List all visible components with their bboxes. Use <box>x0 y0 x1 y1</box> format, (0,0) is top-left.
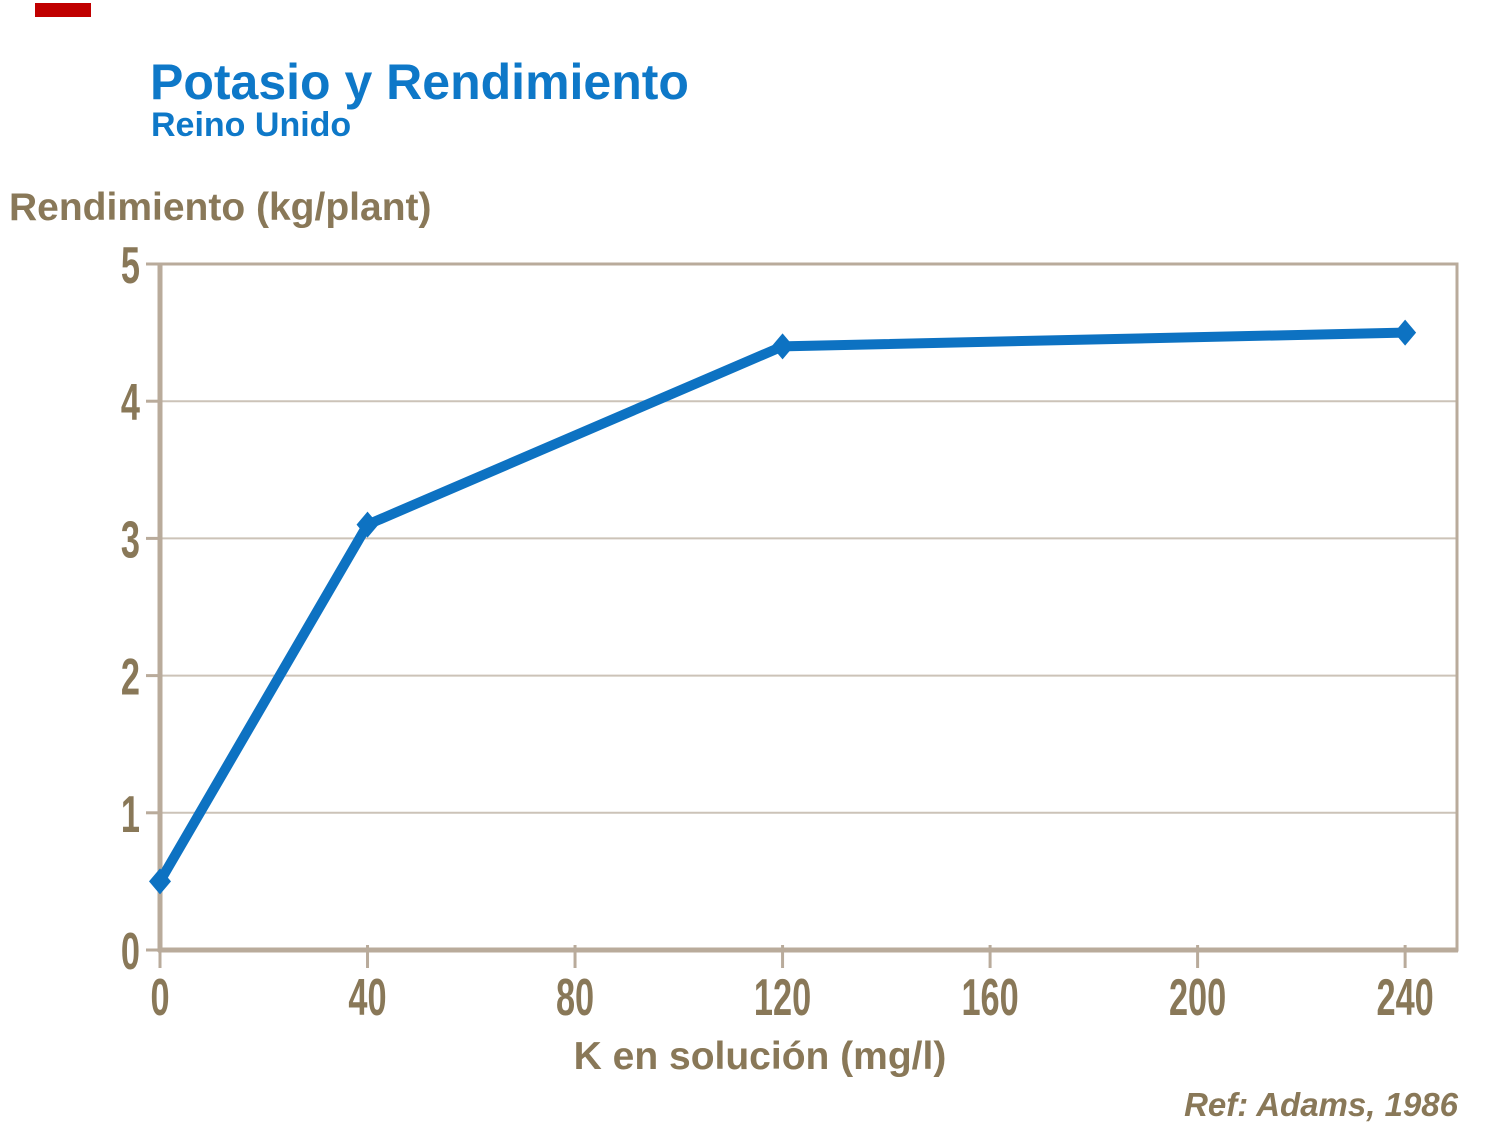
x-tick-label: 0 <box>150 969 169 1027</box>
plot-border <box>158 262 1459 952</box>
data-point-marker <box>1394 319 1417 346</box>
x-tick-label: 80 <box>556 969 594 1027</box>
x-tick-label: 240 <box>1376 969 1433 1027</box>
x-tick-label: 160 <box>961 969 1018 1027</box>
x-tick-label: 40 <box>348 969 386 1027</box>
data-point-marker <box>149 868 171 895</box>
x-tick-label: 120 <box>754 969 811 1027</box>
y-tick-label: 4 <box>121 374 140 432</box>
y-tick-label: 5 <box>121 237 140 295</box>
data-point-marker <box>356 511 379 538</box>
slide-subtitle: Reino Unido <box>151 106 352 144</box>
reference-note: Ref: Adams, 1986 <box>1184 1086 1458 1123</box>
y-tick-label: 1 <box>121 786 140 844</box>
y-tick-label: 3 <box>121 511 140 569</box>
accent-bar <box>35 3 91 17</box>
slide-title: Potasio y Rendimiento <box>150 54 689 110</box>
x-axis-title: K en solución (mg/l) <box>573 1035 947 1078</box>
y-axis-title: Rendimiento (kg/plant) <box>9 186 432 229</box>
data-point-marker <box>771 333 794 360</box>
x-tick-label: 200 <box>1169 969 1226 1027</box>
y-tick-label: 0 <box>121 923 140 981</box>
series-line <box>155 327 1406 884</box>
y-tick-label: 2 <box>121 649 140 707</box>
